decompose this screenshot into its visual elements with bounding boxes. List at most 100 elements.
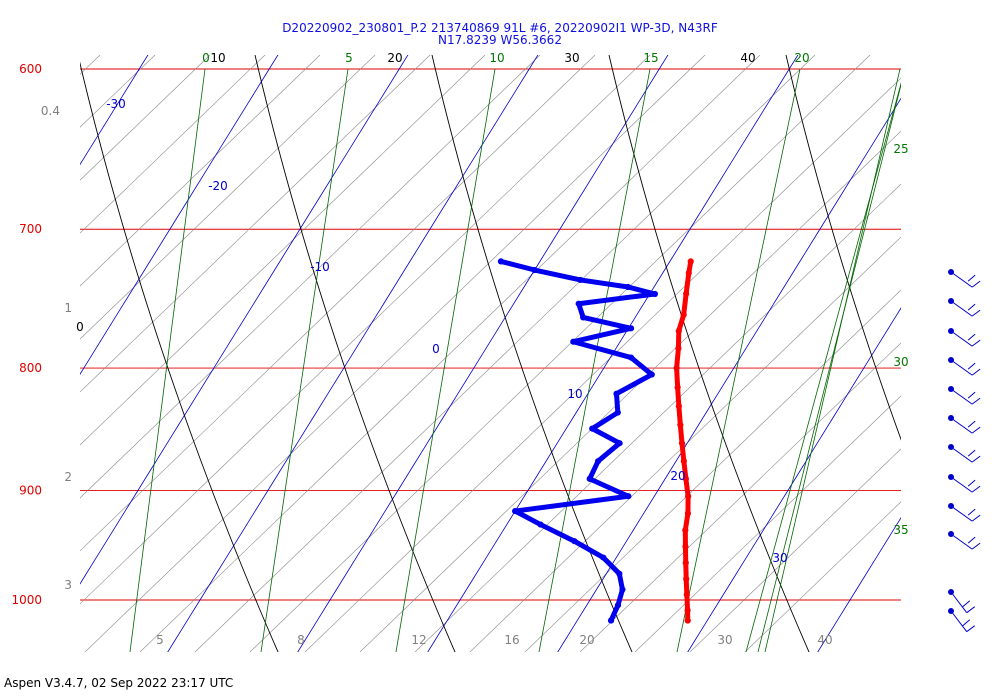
wind-barb-shaft bbox=[950, 533, 973, 550]
isotherm-line bbox=[167, 55, 539, 652]
temperature-trace-point bbox=[675, 345, 682, 352]
dewpoint-trace-point bbox=[571, 538, 578, 545]
dewpoint-trace-point bbox=[600, 554, 607, 561]
dry-adiabat-line bbox=[80, 55, 376, 340]
wind-barb-flag bbox=[967, 274, 976, 282]
dewpoint-trace bbox=[498, 258, 658, 624]
wind-barb-shaft bbox=[950, 388, 973, 405]
isotherm-line bbox=[80, 55, 149, 166]
wind-barb-flag bbox=[971, 309, 981, 317]
dry-adiabat-line bbox=[0, 55, 45, 652]
dewpoint-trace-point bbox=[577, 276, 584, 284]
wind-barb-flag bbox=[966, 625, 976, 633]
dry-adiabat-line bbox=[80, 55, 486, 446]
title-line-2: N17.8239 W56.3662 bbox=[438, 33, 562, 47]
wind-barbs bbox=[948, 269, 981, 633]
isotherm-line bbox=[80, 55, 279, 375]
moist-adiabat-line bbox=[431, 55, 633, 652]
bottom-axis-label: 5 bbox=[156, 633, 164, 647]
wind-barb-flag bbox=[971, 397, 981, 405]
mixing-ratio-line bbox=[538, 68, 651, 652]
mixing-ratio-label: 35 bbox=[893, 523, 908, 537]
wind-barb-shaft bbox=[950, 359, 973, 376]
height-label: 0.4 bbox=[41, 104, 60, 118]
wind-barb-flag bbox=[967, 449, 976, 457]
temperature-trace-point bbox=[680, 311, 687, 318]
dewpoint-trace-point bbox=[616, 570, 623, 577]
isotherm-top-label: 0 bbox=[76, 320, 84, 334]
isotherm-top-label: 20 bbox=[387, 51, 402, 65]
dry-adiabat-line bbox=[249, 55, 871, 652]
dry-adiabat-line bbox=[634, 395, 901, 652]
wind-barb bbox=[948, 328, 981, 347]
wind-barb-flag bbox=[971, 426, 981, 434]
temperature-trace-point bbox=[685, 493, 692, 500]
temperature-trace-point bbox=[677, 421, 684, 429]
wind-barb bbox=[948, 415, 981, 434]
wind-barb bbox=[948, 608, 976, 633]
isotherm-blue-label: -30 bbox=[106, 97, 126, 111]
dewpoint-trace-point bbox=[651, 290, 659, 298]
curve-layer bbox=[497, 258, 694, 624]
moist-adiabat-line bbox=[608, 55, 810, 652]
temperature-trace-point bbox=[678, 440, 686, 447]
wind-barb-flag bbox=[967, 420, 976, 428]
chart-title: D20220902_230801_P.2 213740869 91L #6, 2… bbox=[0, 22, 1000, 46]
bottom-axis-label: 20 bbox=[579, 633, 594, 647]
isotherm-line bbox=[80, 55, 409, 585]
wind-barb-flag bbox=[967, 536, 976, 544]
wind-barb-shaft bbox=[950, 446, 973, 463]
temperature-trace-point bbox=[685, 269, 692, 276]
isotherm-top-label: 10 bbox=[210, 51, 225, 65]
mixing-ratio-label: 30 bbox=[893, 355, 908, 369]
mixing-ratio-line bbox=[129, 68, 206, 652]
wind-barb-flag bbox=[971, 280, 981, 288]
grid-layer bbox=[0, 55, 901, 652]
wind-barb-shaft bbox=[950, 610, 968, 633]
isobar-label: 1000 bbox=[11, 593, 42, 607]
bottom-axis-label: 12 bbox=[411, 633, 426, 647]
dewpoint-trace-point bbox=[627, 354, 635, 361]
temperature-trace-point bbox=[675, 403, 682, 410]
dewpoint-trace-point bbox=[625, 493, 632, 500]
wind-barb-flag bbox=[971, 368, 981, 376]
mixing-ratio-line bbox=[745, 82, 901, 652]
mixing-ratio-label: 20 bbox=[794, 51, 809, 65]
wind-barb-flag bbox=[967, 303, 976, 311]
bottom-axis-label: 40 bbox=[817, 633, 832, 647]
temperature-trace-point bbox=[684, 617, 691, 624]
dewpoint-trace-point bbox=[497, 258, 505, 265]
isotherm-blue-label: -10 bbox=[310, 260, 330, 274]
dewpoint-trace-point bbox=[580, 314, 587, 321]
dewpoint-trace-point bbox=[607, 617, 615, 624]
dry-adiabat-line bbox=[80, 55, 321, 287]
wind-barb bbox=[948, 589, 976, 614]
wind-barb-flag bbox=[967, 362, 976, 370]
dewpoint-trace-point bbox=[613, 390, 620, 397]
dewpoint-trace-point bbox=[624, 283, 632, 291]
dewpoint-trace-point bbox=[614, 409, 621, 416]
mixing-ratio-line bbox=[764, 68, 901, 652]
mixing-ratio-label: 0 bbox=[202, 51, 210, 65]
isobar-label: 600 bbox=[19, 62, 42, 76]
dewpoint-trace-point bbox=[589, 425, 596, 432]
wind-barb bbox=[948, 357, 981, 376]
dewpoint-trace-point bbox=[512, 507, 519, 515]
dewpoint-trace-point bbox=[648, 371, 655, 378]
mixing-ratio-label: 5 bbox=[345, 51, 353, 65]
wind-barb-flag bbox=[971, 339, 981, 347]
dry-adiabat-line bbox=[469, 236, 901, 652]
isotherm-line bbox=[297, 55, 669, 652]
wind-barb bbox=[948, 531, 981, 550]
wind-barb-flag bbox=[971, 514, 981, 522]
temperature-trace-point bbox=[682, 527, 689, 534]
mixing-ratio-label: 25 bbox=[893, 142, 908, 156]
isobar-label: 800 bbox=[19, 361, 42, 375]
wind-barb-flag bbox=[967, 391, 976, 399]
mixing-ratio-label: 10 bbox=[489, 51, 504, 65]
height-label: 3 bbox=[64, 578, 72, 592]
temperature-trace-point bbox=[675, 327, 682, 335]
wind-barb bbox=[948, 298, 981, 317]
mixing-ratio-label: 15 bbox=[643, 51, 658, 65]
